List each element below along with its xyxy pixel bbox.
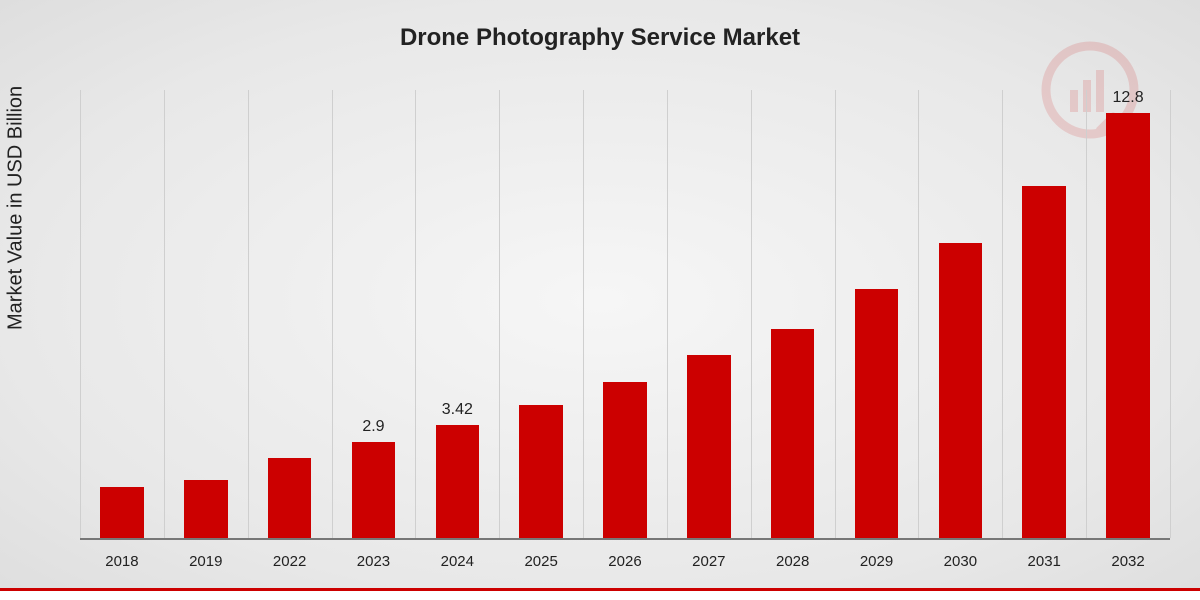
bar-slot: 12.8: [1086, 90, 1170, 538]
bar-slot: [248, 90, 332, 538]
bar-slot: [751, 90, 835, 538]
plot-area: 2.9 3.42 12.8: [80, 90, 1170, 540]
bar-value-label: 2.9: [362, 418, 384, 436]
bar-slot: [918, 90, 1002, 538]
chart-title: Drone Photography Service Market: [0, 24, 1200, 52]
x-axis-label: 2025: [499, 553, 583, 570]
x-axis-label: 2026: [583, 553, 667, 570]
x-axis-label: 2031: [1002, 553, 1086, 570]
grid-line: [499, 90, 500, 538]
grid-line: [667, 90, 668, 538]
grid-line: [164, 90, 165, 538]
bar-slot: [80, 90, 164, 538]
bar-slot: [835, 90, 919, 538]
bar-slot: [499, 90, 583, 538]
bars-container: 2.9 3.42 12.8: [80, 90, 1170, 538]
bar-slot: 3.42: [415, 90, 499, 538]
grid-line: [835, 90, 836, 538]
bar: [184, 480, 228, 538]
grid-line: [415, 90, 416, 538]
bar: [687, 355, 731, 538]
x-axis-label: 2022: [248, 553, 332, 570]
chart-canvas: Drone Photography Service Market Market …: [0, 0, 1200, 600]
bar: [436, 425, 480, 538]
bar: [268, 458, 312, 538]
bar-slot: [667, 90, 751, 538]
x-axis-label: 2027: [667, 553, 751, 570]
y-axis-label: Market Value in USD Billion: [5, 86, 28, 330]
bar: [1106, 113, 1150, 538]
x-axis-label: 2029: [835, 553, 919, 570]
bar-slot: [164, 90, 248, 538]
grid-line: [583, 90, 584, 538]
bar-slot: [583, 90, 667, 538]
grid-line: [1170, 90, 1171, 538]
bar-slot: [1002, 90, 1086, 538]
x-axis-labels: 2018201920222023202420252026202720282029…: [80, 553, 1170, 570]
grid-line: [1002, 90, 1003, 538]
x-axis-label: 2024: [415, 553, 499, 570]
bar: [771, 329, 815, 538]
grid-line: [248, 90, 249, 538]
grid-line: [918, 90, 919, 538]
grid-line: [751, 90, 752, 538]
grid-line: [332, 90, 333, 538]
bar: [1022, 186, 1066, 538]
grid-line: [80, 90, 81, 538]
bar-slot: 2.9: [332, 90, 416, 538]
bar: [519, 405, 563, 538]
bar: [939, 243, 983, 538]
x-axis-label: 2030: [918, 553, 1002, 570]
footer-strip: [0, 588, 1200, 600]
bar: [855, 289, 899, 538]
x-axis-label: 2019: [164, 553, 248, 570]
x-axis-label: 2023: [332, 553, 416, 570]
bar: [603, 382, 647, 538]
bar: [352, 442, 396, 538]
x-axis-label: 2032: [1086, 553, 1170, 570]
x-axis-label: 2018: [80, 553, 164, 570]
bar-value-label: 3.42: [442, 401, 473, 419]
x-axis-label: 2028: [751, 553, 835, 570]
bar: [100, 487, 144, 538]
grid-line: [1086, 90, 1087, 538]
bar-value-label: 12.8: [1112, 89, 1143, 107]
